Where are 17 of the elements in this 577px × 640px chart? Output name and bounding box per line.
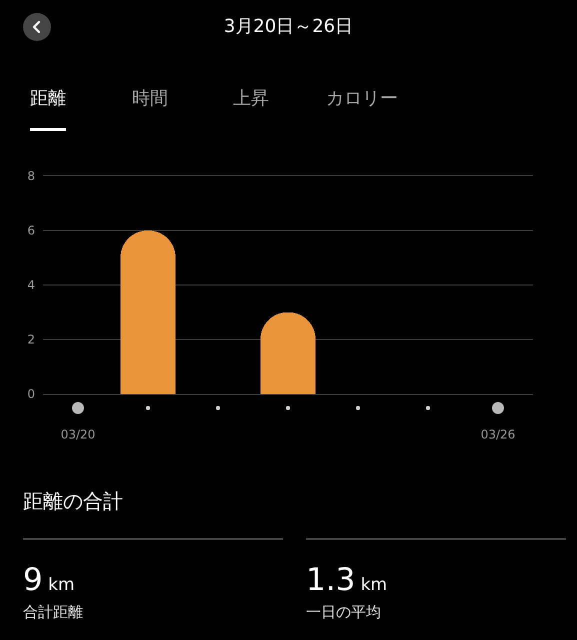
y-tick-label: 4 xyxy=(27,278,35,292)
text: 距離の合計 xyxy=(23,488,123,515)
text: 距離 xyxy=(30,87,66,111)
text: 9 km xyxy=(23,562,75,598)
text: 時間 xyxy=(132,87,168,111)
text: 合計距離 xyxy=(23,602,83,623)
text: 1.3 km xyxy=(306,562,388,598)
y-tick-label: 6 xyxy=(27,224,35,238)
x-tick-label: 03/20 xyxy=(60,427,96,442)
y-tick-label: 0 xyxy=(27,387,35,402)
text: 上昇 xyxy=(233,87,269,111)
text: カロリー xyxy=(326,87,398,111)
x-tick-label: 03/26 xyxy=(480,427,516,442)
text: 一日の平均 xyxy=(306,602,381,623)
chart-title: 3月20日～26日 xyxy=(222,15,354,39)
y-tick-label: 2 xyxy=(27,332,35,347)
y-tick-label: 8 xyxy=(27,169,35,184)
